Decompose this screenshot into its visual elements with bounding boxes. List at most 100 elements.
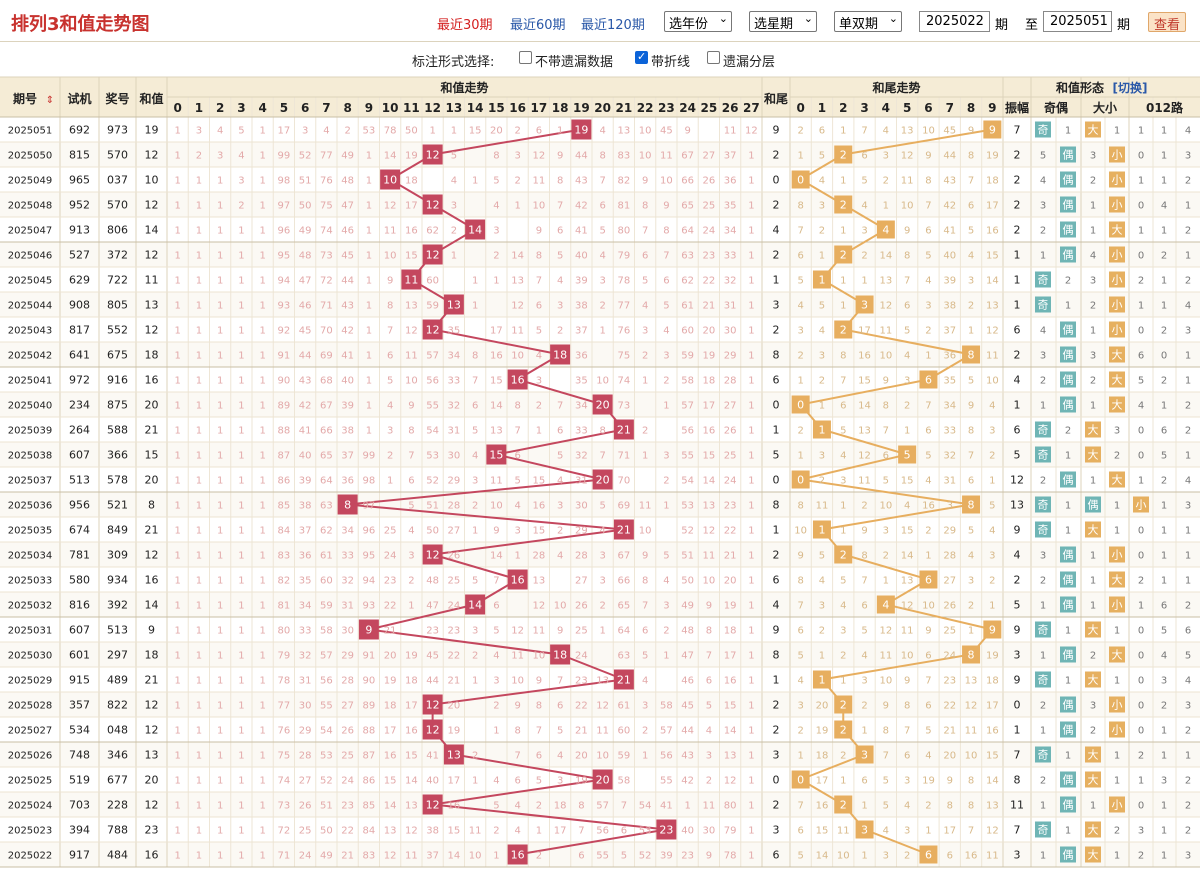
- sum-miss-cell: 77: [320, 151, 333, 162]
- link-recent-30[interactable]: 最近30期: [437, 18, 493, 33]
- shape-miss-cell: 1: [1138, 176, 1144, 187]
- sum-miss-cell: 14: [490, 551, 503, 562]
- sum-miss-cell: 7: [387, 326, 393, 337]
- sum-miss-cell: 3: [514, 151, 520, 162]
- sum-miss-cell: 60: [426, 276, 439, 287]
- sum-miss-cell: 20: [490, 126, 503, 137]
- tail-miss-cell: 12: [986, 826, 999, 837]
- sum-miss-cell: 12: [533, 601, 546, 612]
- shape-miss-cell: 0: [1138, 451, 1144, 462]
- tail-miss-cell: 17: [986, 201, 999, 212]
- trial-cell: 908: [69, 299, 90, 312]
- weekday-select[interactable]: 选星期 ⌄: [749, 11, 817, 32]
- shape-tag-text: 偶: [1063, 174, 1074, 187]
- polyline-checkbox[interactable]: [635, 50, 648, 64]
- sum-miss-cell: 7: [472, 376, 478, 387]
- sum-miss-cell: 1: [259, 426, 265, 437]
- sum-miss-cell: 44: [299, 351, 312, 362]
- shape-tag: [1060, 571, 1076, 588]
- sum-miss-cell: 1: [748, 576, 754, 587]
- link-recent-120[interactable]: 最近120期: [581, 18, 645, 33]
- link-recent-60[interactable]: 最近60期: [510, 18, 566, 33]
- prize-cell: 875: [107, 399, 128, 412]
- sum-miss-cell: 6: [514, 776, 520, 787]
- sum-miss-cell: 1: [174, 501, 180, 512]
- prize-cell: 048: [107, 724, 128, 737]
- tail-miss-cell: 1: [797, 151, 803, 162]
- tail-miss-cell: 13: [986, 301, 999, 312]
- odd-even-issue-select[interactable]: 单双期 ⌄: [834, 11, 902, 32]
- sum-miss-cell: 33: [724, 251, 737, 262]
- tail-miss-cell: 7: [968, 176, 974, 187]
- tail-miss-cell: 15: [816, 826, 829, 837]
- query-button[interactable]: 查看: [1148, 12, 1186, 33]
- sum-miss-cell: 67: [320, 401, 333, 412]
- tail-marker-label: 6: [925, 574, 932, 587]
- page-title: 排列3和值走势图: [11, 14, 150, 35]
- shape-miss-cell: 1: [1138, 776, 1144, 787]
- sum-miss-cell: 1: [748, 451, 754, 462]
- sum-miss-cell: 1: [217, 251, 223, 262]
- header-sum-trend: 和值走势: [439, 80, 488, 95]
- sum-miss-cell: 1: [217, 726, 223, 737]
- sum-miss-cell: 1: [366, 251, 372, 262]
- layer-checkbox[interactable]: [707, 51, 720, 64]
- sum-miss-cell: 1: [472, 676, 478, 687]
- sum-miss-cell: 43: [299, 376, 312, 387]
- issue-cell: 2025028: [8, 701, 53, 712]
- sum-miss-cell: 7: [663, 251, 669, 262]
- sum-miss-cell: 50: [299, 201, 312, 212]
- sum-miss-cell: 45: [299, 326, 312, 337]
- sum-miss-cell: 24: [299, 851, 312, 862]
- shape-tag: [1035, 521, 1051, 538]
- tail-miss-cell: 27: [943, 576, 956, 587]
- shape-tag: [1060, 221, 1076, 238]
- tail-miss-cell: 2: [925, 801, 931, 812]
- sum-miss-cell: 47: [426, 601, 439, 612]
- tail-miss-cell: 9: [797, 551, 803, 562]
- sum-miss-cell: 7: [599, 451, 605, 462]
- sum-miss-cell: 1: [259, 176, 265, 187]
- sum-miss-cell: 1: [259, 251, 265, 262]
- sum-miss-cell: 57: [660, 726, 673, 737]
- sum-miss-cell: 78: [618, 276, 631, 287]
- shape-miss-cell: 1: [1090, 226, 1096, 237]
- issue-cell: 2025023: [8, 826, 53, 837]
- tail-miss-cell: 5: [989, 501, 995, 512]
- shape-miss-cell: 1: [1161, 726, 1167, 737]
- sum-miss-cell: 56: [426, 376, 439, 387]
- shape-tag: [1060, 696, 1076, 713]
- shape-miss-cell: 1: [1161, 751, 1167, 762]
- sum-miss-cell: 1: [217, 851, 223, 862]
- sum-miss-cell: 1: [366, 376, 372, 387]
- tail-marker-label: 9: [989, 124, 996, 137]
- sum-miss-cell: 17: [554, 826, 567, 837]
- sum-miss-cell: 12: [384, 851, 397, 862]
- sum-miss-cell: 18: [384, 701, 397, 712]
- shape-miss-cell: 2: [1040, 701, 1046, 712]
- tail-miss-cell: 16: [858, 351, 871, 362]
- header-tail-number: 1: [818, 101, 826, 115]
- issue-to-input[interactable]: 2025051: [1043, 11, 1112, 32]
- tail-miss-cell: 7: [904, 726, 910, 737]
- sum-miss-cell: 1: [217, 301, 223, 312]
- sum-miss-cell: 87: [278, 451, 291, 462]
- sum-miss-cell: 2: [238, 201, 244, 212]
- issue-from-input[interactable]: 2025022: [919, 11, 990, 32]
- sum-miss-cell: 1: [259, 776, 265, 787]
- tail-miss-cell: 21: [943, 726, 956, 737]
- sum-miss-cell: 16: [490, 351, 503, 362]
- issue-cell: 2025025: [8, 776, 53, 787]
- shape-miss-cell: 3: [1090, 276, 1096, 287]
- year-select[interactable]: 选年份 ⌄: [664, 11, 732, 32]
- sum-miss-cell: 76: [618, 326, 631, 337]
- sum-miss-cell: 1: [174, 851, 180, 862]
- layer-label: 遗漏分层: [723, 55, 776, 70]
- header-012: 012路: [1146, 100, 1184, 115]
- tail-miss-cell: 10: [879, 501, 892, 512]
- sum-miss-cell: 35: [299, 576, 312, 587]
- sum-miss-cell: 6: [557, 701, 563, 712]
- no-miss-checkbox[interactable]: [519, 51, 532, 64]
- sum-miss-cell: 81: [278, 601, 291, 612]
- sum-miss-cell: 10: [639, 126, 652, 137]
